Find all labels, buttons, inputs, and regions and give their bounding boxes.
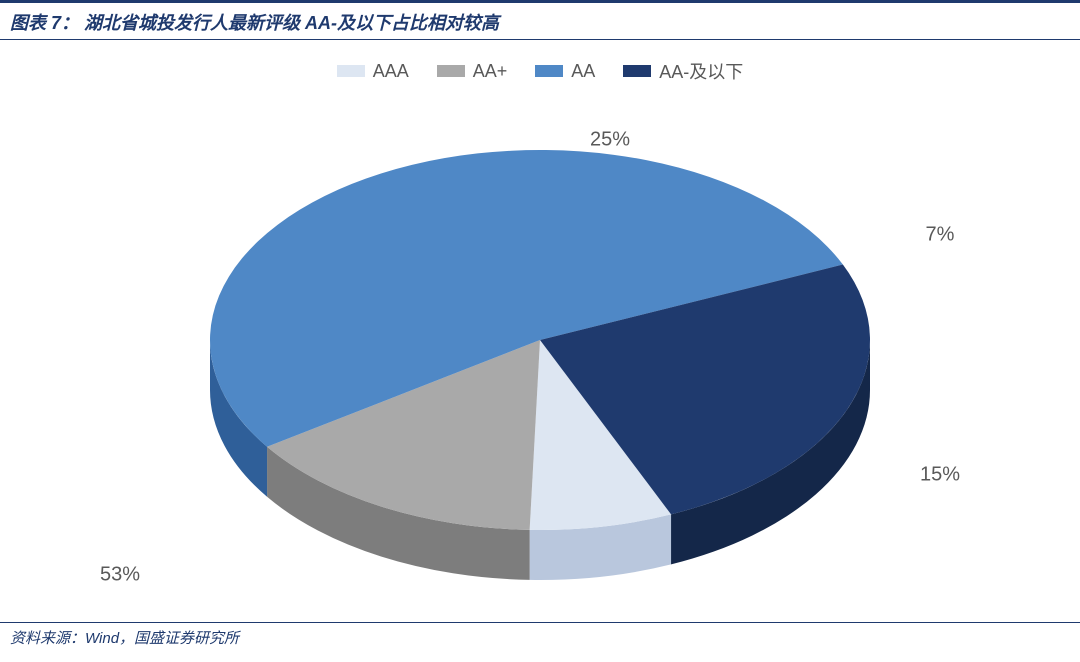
chart-number: 图表 7： xyxy=(10,13,79,33)
source-footer: 资料来源：Wind，国盛证券研究所 xyxy=(0,622,1080,652)
slice-value-label: 15% xyxy=(920,463,960,486)
source-text: 资料来源：Wind，国盛证券研究所 xyxy=(10,630,239,647)
pie-chart: 7%15%53%25% xyxy=(110,50,970,662)
slice-value-label: 25% xyxy=(590,128,630,151)
chart-title-bar: 图表 7： 湖北省城投发行人最新评级 AA-及以下占比相对较高 xyxy=(0,0,1080,40)
slice-value-label: 53% xyxy=(100,563,140,586)
chart-title: 湖北省城投发行人最新评级 AA-及以下占比相对较高 xyxy=(84,13,499,33)
slice-value-label: 7% xyxy=(926,223,955,246)
chart-area: AAAAA+AAAA-及以下 7%15%53%25% xyxy=(0,40,1080,620)
